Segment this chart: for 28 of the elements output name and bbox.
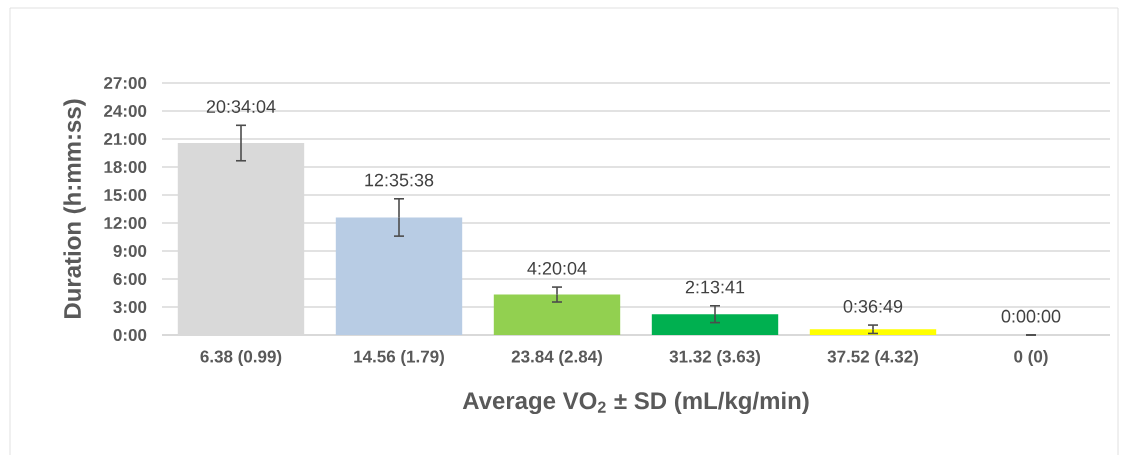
x-tick-label: 6.38 (0.99) (200, 350, 282, 366)
y-tick-label: 3:00 (113, 300, 147, 314)
data-label: 0:36:49 (843, 299, 903, 313)
y-tick-label: 27:00 (104, 77, 147, 90)
data-label: 4:20:04 (527, 261, 587, 275)
bar (651, 314, 779, 335)
x-axis-title: Average VO$_{2}$ ± SD (mL/kg/min) (462, 391, 809, 415)
bar (493, 294, 621, 335)
y-axis-title: Duration (h:mm:ss) (63, 99, 86, 319)
data-label: 20:34:04 (206, 100, 276, 113)
x-tick-label: 23.84 (2.84) (511, 350, 602, 366)
bar (335, 217, 463, 335)
y-tick-label: 21:00 (104, 133, 147, 146)
y-tick-label: 24:00 (104, 105, 147, 118)
y-tick-label: 12:00 (104, 216, 147, 230)
y-tick-label: 6:00 (113, 273, 147, 286)
y-tick-label: 18:00 (104, 161, 147, 174)
y-tick-label: 15:00 (104, 189, 147, 202)
bar (809, 329, 937, 335)
x-tick-label: 31.32 (3.63) (669, 350, 760, 366)
x-tick-label: 37.52 (4.32) (827, 350, 918, 366)
y-tick-label: 0:00 (113, 328, 147, 342)
y-tick-label: 9:00 (113, 244, 147, 258)
data-label: 2:13:41 (685, 280, 745, 294)
x-tick-label: 14.56 (1.79) (354, 350, 444, 366)
x-tick-label: 0 (0) (1014, 350, 1048, 366)
data-label: 0:00:00 (1001, 309, 1061, 323)
data-label: 12:35:38 (365, 173, 434, 187)
